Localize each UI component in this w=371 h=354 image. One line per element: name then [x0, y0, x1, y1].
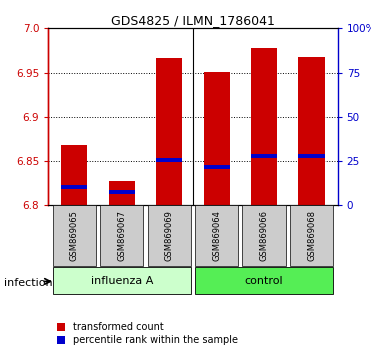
Text: GSM869069: GSM869069 — [165, 210, 174, 261]
Bar — [251, 48, 277, 205]
Bar — [156, 158, 182, 162]
Bar — [243, 205, 286, 266]
Text: GSM869068: GSM869068 — [307, 210, 316, 261]
Bar — [251, 154, 277, 158]
Bar — [204, 165, 230, 169]
Bar — [299, 154, 325, 158]
Bar — [53, 205, 96, 266]
Title: GDS4825 / ILMN_1786041: GDS4825 / ILMN_1786041 — [111, 14, 275, 27]
Text: influenza A: influenza A — [91, 275, 153, 286]
Bar — [290, 205, 333, 266]
Legend: transformed count, percentile rank within the sample: transformed count, percentile rank withi… — [53, 319, 242, 349]
Bar — [156, 58, 182, 205]
Text: GSM869067: GSM869067 — [117, 210, 126, 261]
Bar — [109, 181, 135, 205]
Bar — [100, 205, 143, 266]
Bar — [299, 57, 325, 205]
Text: GSM869065: GSM869065 — [70, 210, 79, 261]
Text: GSM869064: GSM869064 — [212, 210, 221, 261]
Text: infection: infection — [4, 278, 52, 288]
Bar — [148, 205, 191, 266]
Text: GSM869066: GSM869066 — [260, 210, 269, 261]
Bar — [61, 145, 87, 205]
Bar — [195, 267, 333, 294]
Bar — [61, 185, 87, 188]
Bar — [195, 205, 238, 266]
Text: control: control — [245, 275, 283, 286]
Bar — [53, 267, 191, 294]
Bar — [109, 190, 135, 194]
Bar — [204, 72, 230, 205]
